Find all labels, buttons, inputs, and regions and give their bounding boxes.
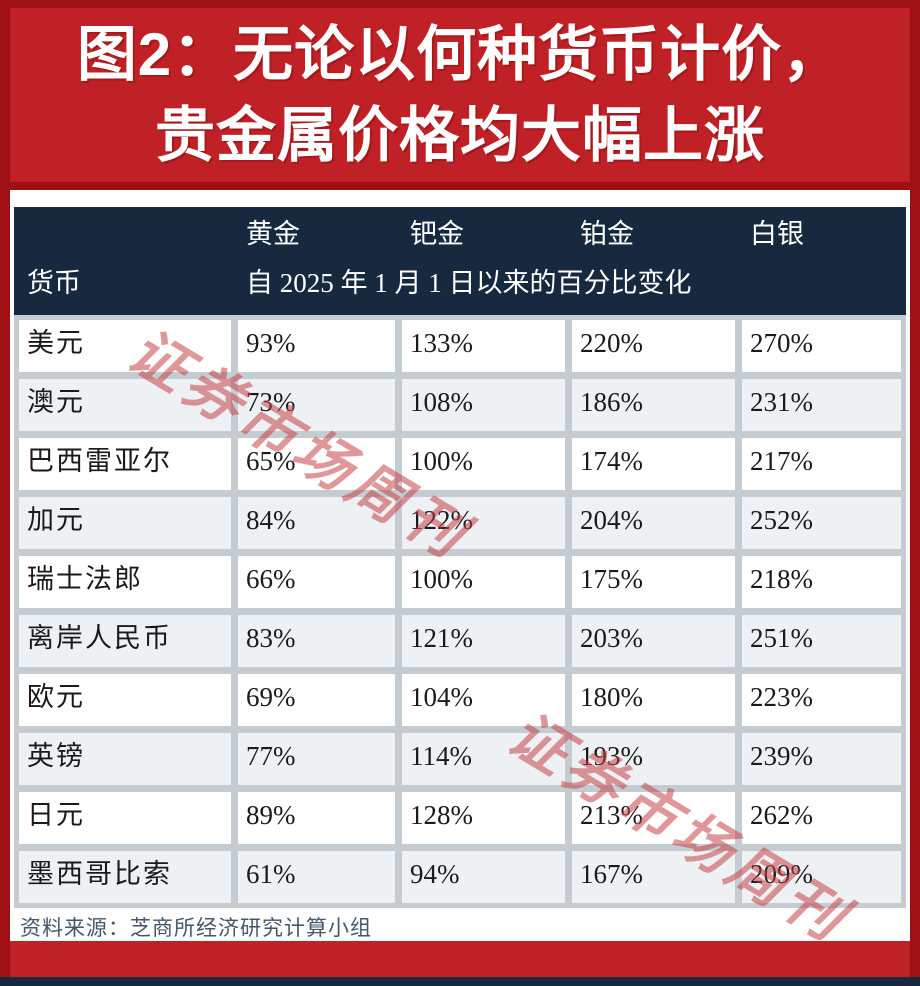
- value-cell: 204%: [572, 497, 735, 549]
- value-cell: 193%: [572, 733, 735, 785]
- value-cell: 223%: [742, 674, 901, 726]
- currency-cell: 离岸人民币: [19, 615, 231, 667]
- title-line-1: 图2：无论以何种货币计价，: [76, 21, 844, 88]
- currency-cell: 日元: [19, 792, 231, 844]
- value-cell: 231%: [742, 379, 901, 431]
- value-cell: 252%: [742, 497, 901, 549]
- value-cell: 175%: [572, 556, 735, 608]
- value-cell: 61%: [238, 851, 395, 903]
- value-cell: 213%: [572, 792, 735, 844]
- column-header-gold: 黄金: [246, 219, 300, 249]
- value-cell: 203%: [572, 615, 735, 667]
- value-cell: 121%: [402, 615, 565, 667]
- column-header-silver: 白银: [750, 219, 804, 249]
- value-cell: 122%: [402, 497, 565, 549]
- value-cell: 251%: [742, 615, 901, 667]
- column-header-palladium: 钯金: [410, 219, 464, 249]
- value-cell: 218%: [742, 556, 901, 608]
- value-cell: 94%: [402, 851, 565, 903]
- value-cell: 104%: [402, 674, 565, 726]
- data-table: 黄金 钯金 铂金 白银 货币 自 2025 年 1 月 1 日以来的百分比变化 …: [14, 207, 906, 908]
- value-cell: 217%: [742, 438, 901, 490]
- value-cell: 100%: [402, 556, 565, 608]
- value-cell: 66%: [238, 556, 395, 608]
- currency-cell: 加元: [19, 497, 231, 549]
- value-cell: 100%: [402, 438, 565, 490]
- frame-top-border: [0, 0, 920, 8]
- currency-cell: 美元: [19, 320, 231, 372]
- row-header-currency: 货币: [27, 268, 81, 299]
- value-cell: 69%: [238, 674, 395, 726]
- value-cell: 108%: [402, 379, 565, 431]
- column-header-platinum: 铂金: [580, 219, 634, 249]
- bottom-navy-strip: [0, 977, 920, 986]
- value-cell: 167%: [572, 851, 735, 903]
- value-cell: 270%: [742, 320, 901, 372]
- table-header: 黄金 钯金 铂金 白银 货币 自 2025 年 1 月 1 日以来的百分比变化: [14, 207, 906, 315]
- value-cell: 73%: [238, 379, 395, 431]
- table-subtitle: 自 2025 年 1 月 1 日以来的百分比变化: [246, 268, 692, 299]
- value-cell: 65%: [238, 438, 395, 490]
- currency-cell: 巴西雷亚尔: [19, 438, 231, 490]
- currency-cell: 澳元: [19, 379, 231, 431]
- source-attribution: 资料来源：芝商所经济研究计算小组: [20, 916, 372, 940]
- value-cell: 93%: [238, 320, 395, 372]
- currency-cell: 瑞士法郎: [19, 556, 231, 608]
- value-cell: 114%: [402, 733, 565, 785]
- title-banner: 图2：无论以何种货币计价， 贵金属价格均大幅上涨: [10, 8, 910, 190]
- currency-cell: 欧元: [19, 674, 231, 726]
- value-cell: 133%: [402, 320, 565, 372]
- value-cell: 239%: [742, 733, 901, 785]
- value-cell: 180%: [572, 674, 735, 726]
- table-body: 美元 93% 133% 220% 270% 澳元 73% 108% 186% 231% 巴西雷亚尔 6…: [14, 315, 906, 908]
- value-cell: 77%: [238, 733, 395, 785]
- value-cell: 209%: [742, 851, 901, 903]
- currency-cell: 墨西哥比索: [19, 851, 231, 903]
- value-cell: 186%: [572, 379, 735, 431]
- value-cell: 89%: [238, 792, 395, 844]
- frame-left-border: [0, 0, 10, 977]
- value-cell: 220%: [572, 320, 735, 372]
- bottom-red-bar: [10, 941, 910, 977]
- value-cell: 84%: [238, 497, 395, 549]
- title-line-2: 贵金属价格均大幅上涨: [155, 102, 765, 169]
- header-spacer: [19, 217, 231, 252]
- currency-cell: 英镑: [19, 733, 231, 785]
- value-cell: 128%: [402, 792, 565, 844]
- value-cell: 174%: [572, 438, 735, 490]
- value-cell: 262%: [742, 792, 901, 844]
- value-cell: 83%: [238, 615, 395, 667]
- frame-right-border: [910, 0, 920, 977]
